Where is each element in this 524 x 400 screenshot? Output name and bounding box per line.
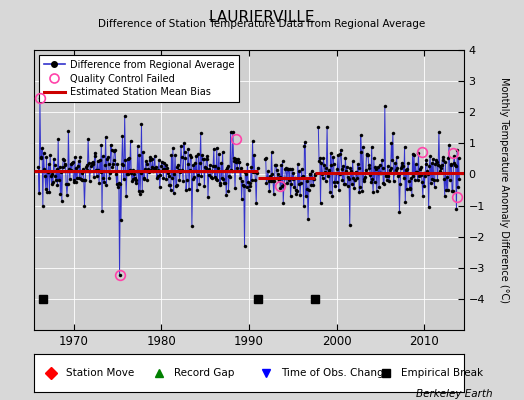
Y-axis label: Monthly Temperature Anomaly Difference (°C): Monthly Temperature Anomaly Difference (… <box>499 77 509 303</box>
Text: LAURIERVILLE: LAURIERVILLE <box>209 10 315 25</box>
Text: Difference of Station Temperature Data from Regional Average: Difference of Station Temperature Data f… <box>99 19 425 29</box>
Text: Empirical Break: Empirical Break <box>401 368 484 378</box>
Text: Record Gap: Record Gap <box>174 368 234 378</box>
Text: Time of Obs. Change: Time of Obs. Change <box>281 368 390 378</box>
Legend: Difference from Regional Average, Quality Control Failed, Estimated Station Mean: Difference from Regional Average, Qualit… <box>39 55 239 102</box>
Text: Berkeley Earth: Berkeley Earth <box>416 389 493 399</box>
Text: Station Move: Station Move <box>66 368 135 378</box>
